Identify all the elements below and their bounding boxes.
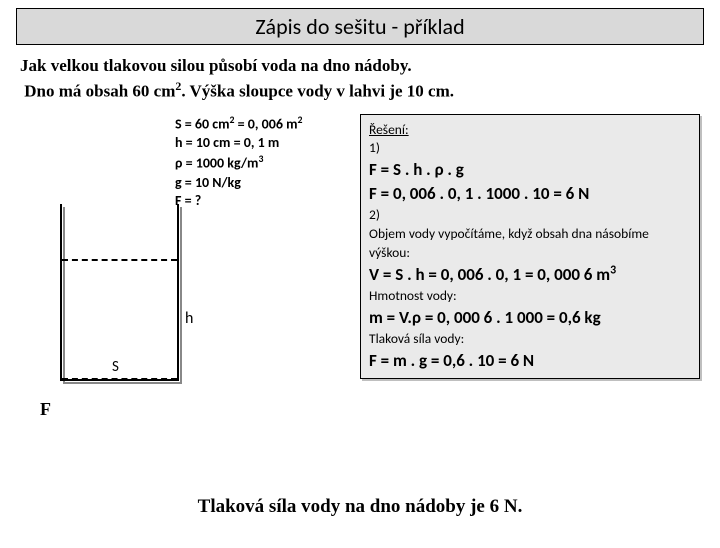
formula-1: F = S . h . ρ . g xyxy=(369,159,464,180)
water-surface-line xyxy=(62,259,177,261)
step-2: 2) xyxy=(369,206,380,223)
given-s-b: = 0, 006 m xyxy=(235,115,298,132)
text-1: Objem vody vypočítáme, když obsah dna ná… xyxy=(369,225,649,261)
text-3: Tlaková síla vody: xyxy=(369,330,464,347)
content-row: S = 60 cm2 = 0, 006 m2 h = 10 cm = 0, 1 … xyxy=(0,114,720,380)
given-s-a: S = 60 cm xyxy=(175,115,230,132)
given-h: h = 10 cm = 0, 1 m xyxy=(175,134,279,151)
problem-line1: Jak velkou tlakovou silou působí voda na… xyxy=(20,56,412,75)
formula-2: F = 0, 006 . 0, 1 . 1000 . 10 = 6 N xyxy=(369,183,589,204)
jar-outline xyxy=(60,204,179,381)
solution-box: Řešení: 1) F = S . h . ρ . g F = 0, 006 … xyxy=(360,114,700,380)
v-text: V = S . h = 0, 006 . 0, 1 = 0, 000 6 m xyxy=(369,264,610,285)
force-formula: F = m . g = 0,6 . 10 = 6 N xyxy=(369,350,534,371)
sup: 3 xyxy=(258,153,263,165)
right-column: Řešení: 1) F = S . h . ρ . g F = 0, 006 … xyxy=(360,114,700,380)
volume-formula: V = S . h = 0, 006 . 0, 1 = 0, 000 6 m3 xyxy=(369,264,616,285)
page-title: Zápis do sešitu - příklad xyxy=(16,8,704,45)
left-column: S = 60 cm2 = 0, 006 m2 h = 10 cm = 0, 1 … xyxy=(0,114,350,380)
vessel-diagram: h S F xyxy=(40,204,200,414)
problem-line2a: Dno má obsah 60 cm xyxy=(24,82,175,101)
sup: 2 xyxy=(298,114,303,126)
text-2: Hmotnost vody: xyxy=(369,287,457,304)
given-values: S = 60 cm2 = 0, 006 m2 h = 10 cm = 0, 1 … xyxy=(175,114,302,212)
solution-heading: Řešení: xyxy=(369,121,409,138)
label-h: h xyxy=(185,309,193,328)
conclusion: Tlaková síla vody na dno nádoby je 6 N. xyxy=(0,496,720,518)
mass-formula: m = V.ρ = 0, 000 6 . 1 000 = 0,6 kg xyxy=(369,307,601,328)
step-1: 1) xyxy=(369,139,380,156)
given-rho: ρ = 1000 kg/m xyxy=(175,155,258,172)
problem-line2b: . Výška sloupce vody v lahvi je 10 cm. xyxy=(181,82,454,101)
problem-statement: Jak velkou tlakovou silou působí voda na… xyxy=(20,55,700,104)
sup: 3 xyxy=(610,264,616,278)
given-g: g = 10 N/kg xyxy=(175,174,241,191)
bottom-dashed-line xyxy=(62,378,177,380)
label-s: S xyxy=(112,358,119,376)
label-f: F xyxy=(40,399,51,420)
